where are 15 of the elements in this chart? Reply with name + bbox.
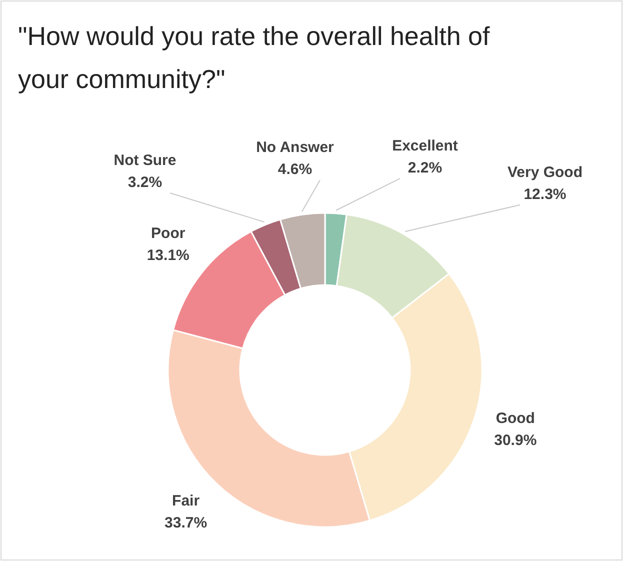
data-label: 30.9% [494,432,537,450]
data-label: 12.3% [524,186,566,203]
slice-label: Good [496,410,535,428]
slice-label: Fair [172,492,200,510]
slice-label: No Answer [256,139,334,156]
slice-label: Excellent [392,137,458,154]
data-label: 2.2% [408,159,442,176]
data-label: 13.1% [146,246,190,264]
data-label: 4.6% [278,161,312,178]
slice-label: Not Sure [114,152,176,169]
data-label: 33.7% [164,514,208,532]
slice-label: Poor [151,224,186,242]
chart-title: "How would you rate the overall health of your community?" [18,21,490,94]
data-label: 3.2% [128,174,162,191]
slice-label: Very Good [507,164,583,181]
